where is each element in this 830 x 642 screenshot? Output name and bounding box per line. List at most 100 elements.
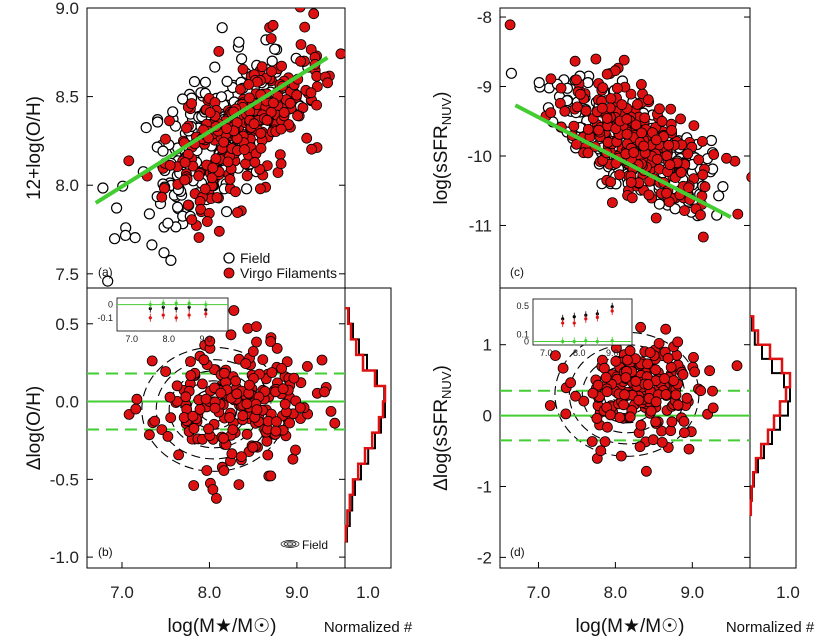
virgo-point xyxy=(630,375,642,387)
virgo-point xyxy=(271,342,283,354)
virgo-point xyxy=(179,174,191,186)
ylabel-d-main: Δlog(sSFR xyxy=(431,399,452,491)
virgo-point xyxy=(593,124,604,136)
virgo-point xyxy=(255,142,267,154)
virgo-point xyxy=(635,419,647,431)
virgo-point xyxy=(569,55,581,67)
hist-field-step xyxy=(345,307,386,543)
virgo-point xyxy=(322,77,334,89)
virgo-point xyxy=(668,375,680,387)
virgo-point xyxy=(232,207,243,218)
virgo-point xyxy=(621,128,633,140)
virgo-point xyxy=(278,107,290,118)
inset-virgo-point xyxy=(204,312,208,316)
virgo-point xyxy=(707,402,719,414)
virgo-point xyxy=(130,403,142,415)
virgo-point xyxy=(591,412,603,424)
virgo-point xyxy=(180,391,192,403)
virgo-point xyxy=(201,465,213,476)
panel-b-inset-xtick-label: 8.0 xyxy=(163,334,176,344)
field-point xyxy=(653,198,666,210)
virgo-point xyxy=(666,416,678,428)
virgo-point xyxy=(639,112,651,124)
virgo-point xyxy=(624,411,636,423)
virgo-point xyxy=(693,154,705,166)
virgo-point xyxy=(250,321,262,333)
virgo-point xyxy=(265,336,277,347)
ylabel-c-main: log(sSFR xyxy=(431,125,452,204)
virgo-point xyxy=(185,356,196,367)
field-point xyxy=(129,232,141,244)
virgo-point xyxy=(156,191,168,203)
virgo-point xyxy=(164,115,175,127)
virgo-point xyxy=(601,113,613,124)
virgo-point xyxy=(162,430,174,442)
virgo-point xyxy=(196,378,208,390)
virgo-point xyxy=(329,417,341,429)
virgo-point xyxy=(306,143,318,155)
virgo-point xyxy=(186,98,198,109)
field-point xyxy=(269,43,281,55)
field-point xyxy=(241,183,253,195)
virgo-point xyxy=(614,169,625,181)
panel-c-points xyxy=(504,19,750,243)
virgo-point xyxy=(213,46,225,57)
virgo-point xyxy=(230,375,242,387)
virgo-point xyxy=(662,352,674,364)
virgo-point xyxy=(290,444,301,456)
virgo-point xyxy=(185,370,197,381)
virgo-point xyxy=(228,305,240,316)
panel-c-ytick-label: -8 xyxy=(477,8,492,27)
inset-green-point xyxy=(161,301,165,305)
virgo-point xyxy=(650,134,662,146)
virgo-point xyxy=(249,156,261,168)
virgo-point xyxy=(605,93,617,104)
panel-d-inset-ytick-label: 0.5 xyxy=(516,301,529,311)
virgo-point xyxy=(188,423,200,434)
virgo-point xyxy=(650,212,662,224)
virgo-point xyxy=(123,155,135,167)
panel-b-hist-frame xyxy=(344,287,392,569)
virgo-point xyxy=(664,159,676,171)
panel-d-inset-xtick-label: 8.0 xyxy=(573,348,586,358)
panel-c-fit-line xyxy=(514,103,732,219)
virgo-point xyxy=(571,74,582,86)
virgo-point xyxy=(165,412,177,424)
virgo-point xyxy=(254,183,266,195)
field-point xyxy=(705,134,718,147)
panel-b-ytick-label: 0.0 xyxy=(55,393,79,412)
virgo-point xyxy=(642,358,653,370)
virgo-point xyxy=(612,82,623,94)
virgo-point xyxy=(198,354,210,366)
virgo-point xyxy=(597,82,609,93)
virgo-point xyxy=(554,97,566,109)
virgo-point xyxy=(247,345,259,357)
virgo-point xyxy=(635,321,646,333)
virgo-point xyxy=(193,170,205,182)
virgo-point xyxy=(209,402,221,414)
virgo-point xyxy=(641,465,652,477)
ylabel-d: Δlog(sSFRNUV) xyxy=(431,365,454,491)
virgo-point xyxy=(240,358,252,370)
xlabel-d-hist: Normalized # xyxy=(726,619,815,636)
virgo-point xyxy=(266,367,278,378)
field-point xyxy=(199,76,211,88)
virgo-point xyxy=(149,415,161,427)
virgo-point xyxy=(618,399,629,411)
inset-green-point xyxy=(572,339,576,344)
panel-b-xtick-label: 7.0 xyxy=(110,583,134,602)
virgo-point xyxy=(678,415,690,427)
virgo-point xyxy=(224,173,236,185)
virgo-point xyxy=(707,385,718,397)
virgo-point xyxy=(308,8,320,20)
panel-d-inset-xtick-label: 7.0 xyxy=(540,348,553,358)
field-point xyxy=(216,22,228,34)
virgo-point xyxy=(233,479,245,491)
virgo-point xyxy=(188,480,200,491)
virgo-point xyxy=(237,410,249,422)
field-point xyxy=(152,116,164,128)
field-point xyxy=(119,229,132,241)
virgo-point xyxy=(650,364,661,376)
legend-field-marker xyxy=(223,252,235,264)
